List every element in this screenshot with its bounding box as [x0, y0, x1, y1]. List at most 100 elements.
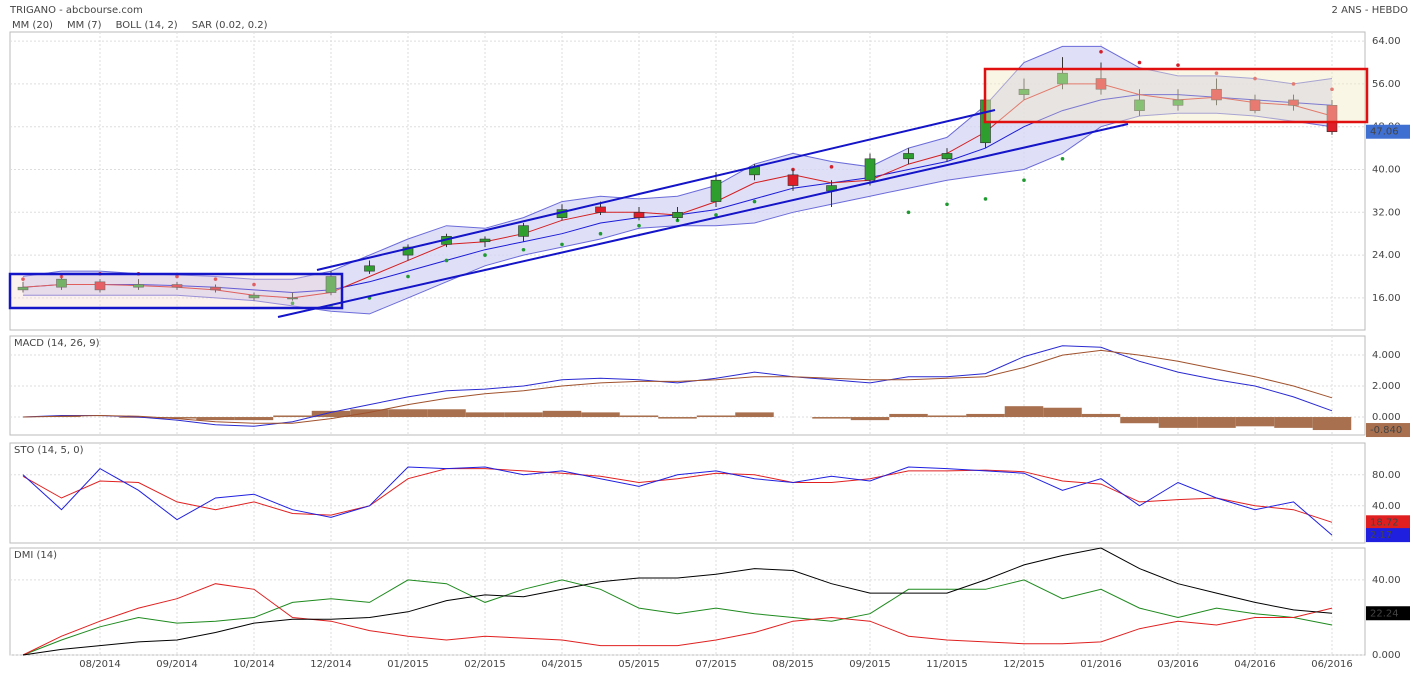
x-tick-label: 04/2016 — [1234, 659, 1276, 670]
legend-entry: SAR (0.02, 0.2) — [192, 20, 268, 31]
histogram-bar — [427, 409, 466, 418]
candle-body — [595, 206, 606, 213]
y-tick-label: 24.00 — [1372, 250, 1401, 261]
last-value-box — [1366, 124, 1410, 139]
candle-body — [94, 281, 106, 291]
y-tick-label: 0.000 — [1372, 412, 1401, 423]
legend-entry: MM (20) — [12, 20, 53, 31]
range-box — [983, 67, 1369, 124]
chart-title: TRIGANO - abcbourse.com — [9, 5, 143, 16]
histogram-bar — [927, 415, 967, 418]
panel-frame — [9, 31, 1366, 331]
y-tick-label: 2.000 — [1372, 381, 1401, 392]
sar-dot — [1099, 49, 1103, 54]
sar-dot — [406, 274, 410, 279]
histogram-bar — [735, 412, 774, 418]
sar-dot — [290, 301, 295, 306]
histogram-bar — [1120, 417, 1159, 424]
last-value-box — [1366, 528, 1410, 543]
candle-body — [210, 286, 221, 291]
histogram-bar — [465, 412, 505, 418]
y-tick-label: 0.000 — [1372, 650, 1401, 661]
candle-body — [518, 225, 529, 237]
candle-body — [1211, 88, 1222, 101]
sar-dot — [252, 282, 256, 287]
candle-body — [133, 284, 144, 288]
y-tick-label: 64.00 — [1372, 36, 1401, 47]
last-value-box — [1366, 606, 1410, 621]
histogram-bar — [196, 417, 235, 421]
x-tick-label: 09/2014 — [156, 659, 198, 670]
histogram-bar — [1312, 417, 1352, 431]
histogram-bar — [273, 415, 312, 418]
histogram-bar — [658, 417, 697, 419]
last-value-label: 22.24 — [1370, 608, 1399, 619]
sar-dot — [483, 253, 487, 257]
candle-body — [1326, 104, 1338, 133]
candle-body — [1288, 99, 1299, 106]
x-tick-label: 09/2015 — [849, 659, 891, 670]
histogram-bar — [234, 417, 274, 421]
candle-body — [479, 238, 491, 243]
candle-body — [1095, 78, 1107, 90]
sar-dot — [1060, 156, 1065, 161]
band-fill — [23, 46, 1332, 314]
panel-frame — [9, 335, 1366, 436]
sar-dot — [752, 199, 757, 204]
candle-body — [287, 297, 298, 300]
candle-body — [1249, 99, 1261, 111]
series-line — [22, 466, 1333, 536]
x-tick-label: 06/2016 — [1311, 659, 1353, 670]
series-line — [22, 94, 1333, 294]
x-tick-label: 12/2014 — [310, 659, 352, 670]
x-tick-label: 03/2016 — [1157, 659, 1199, 670]
histogram-bar — [1197, 417, 1236, 428]
trend-line — [277, 123, 1129, 318]
y-tick-label: 40.00 — [1372, 164, 1401, 175]
histogram-bar — [1235, 417, 1275, 427]
candle-body — [903, 153, 914, 160]
histogram-bar — [350, 409, 389, 418]
y-tick-label: 40.00 — [1372, 501, 1401, 512]
series-line — [22, 45, 1333, 280]
last-value-label: 2.17 — [1370, 530, 1392, 541]
panel-frame — [9, 547, 1366, 656]
last-value-label: 18.72 — [1370, 517, 1399, 528]
sar-dot — [1253, 76, 1257, 81]
legend-entry: BOLL (14, 2) — [116, 20, 178, 31]
sar-dot — [598, 231, 603, 236]
panel-title: DMI (14) — [14, 550, 57, 561]
y-tick-label: 56.00 — [1372, 79, 1401, 90]
marks-layer — [17, 45, 1352, 656]
last-value-label: 47.06 — [1370, 127, 1399, 138]
histogram-bar — [1158, 417, 1198, 428]
y-tick-label: 40.00 — [1372, 575, 1401, 586]
sar-dot — [1330, 87, 1334, 92]
sar-dot — [637, 223, 641, 228]
series-line — [22, 579, 1333, 656]
histogram-bar — [311, 410, 351, 418]
sar-dot — [1214, 71, 1219, 75]
histogram-bar — [581, 412, 620, 418]
candle-body — [672, 211, 683, 218]
x-tick-label: 07/2015 — [695, 659, 737, 670]
candle-body — [1018, 88, 1030, 95]
histogram-bar — [157, 417, 197, 419]
y-tick-label: 32.00 — [1372, 207, 1401, 218]
x-tick-label: 01/2016 — [1080, 659, 1122, 670]
candle-body — [1134, 99, 1145, 111]
candle-body — [1057, 72, 1068, 85]
candle-body — [941, 153, 953, 160]
last-value-label: -0.840 — [1370, 425, 1402, 436]
x-tick-label: 12/2015 — [1003, 659, 1045, 670]
range-box — [8, 272, 344, 310]
y-tick-label: 80.00 — [1372, 470, 1401, 481]
candle-body — [325, 276, 337, 293]
histogram-bar — [1043, 407, 1082, 418]
candle-body — [633, 211, 645, 218]
x-tick-label: 10/2014 — [233, 659, 275, 670]
grid-layer — [9, 31, 1366, 656]
sar-dot — [714, 213, 718, 217]
sar-dot — [444, 258, 449, 263]
